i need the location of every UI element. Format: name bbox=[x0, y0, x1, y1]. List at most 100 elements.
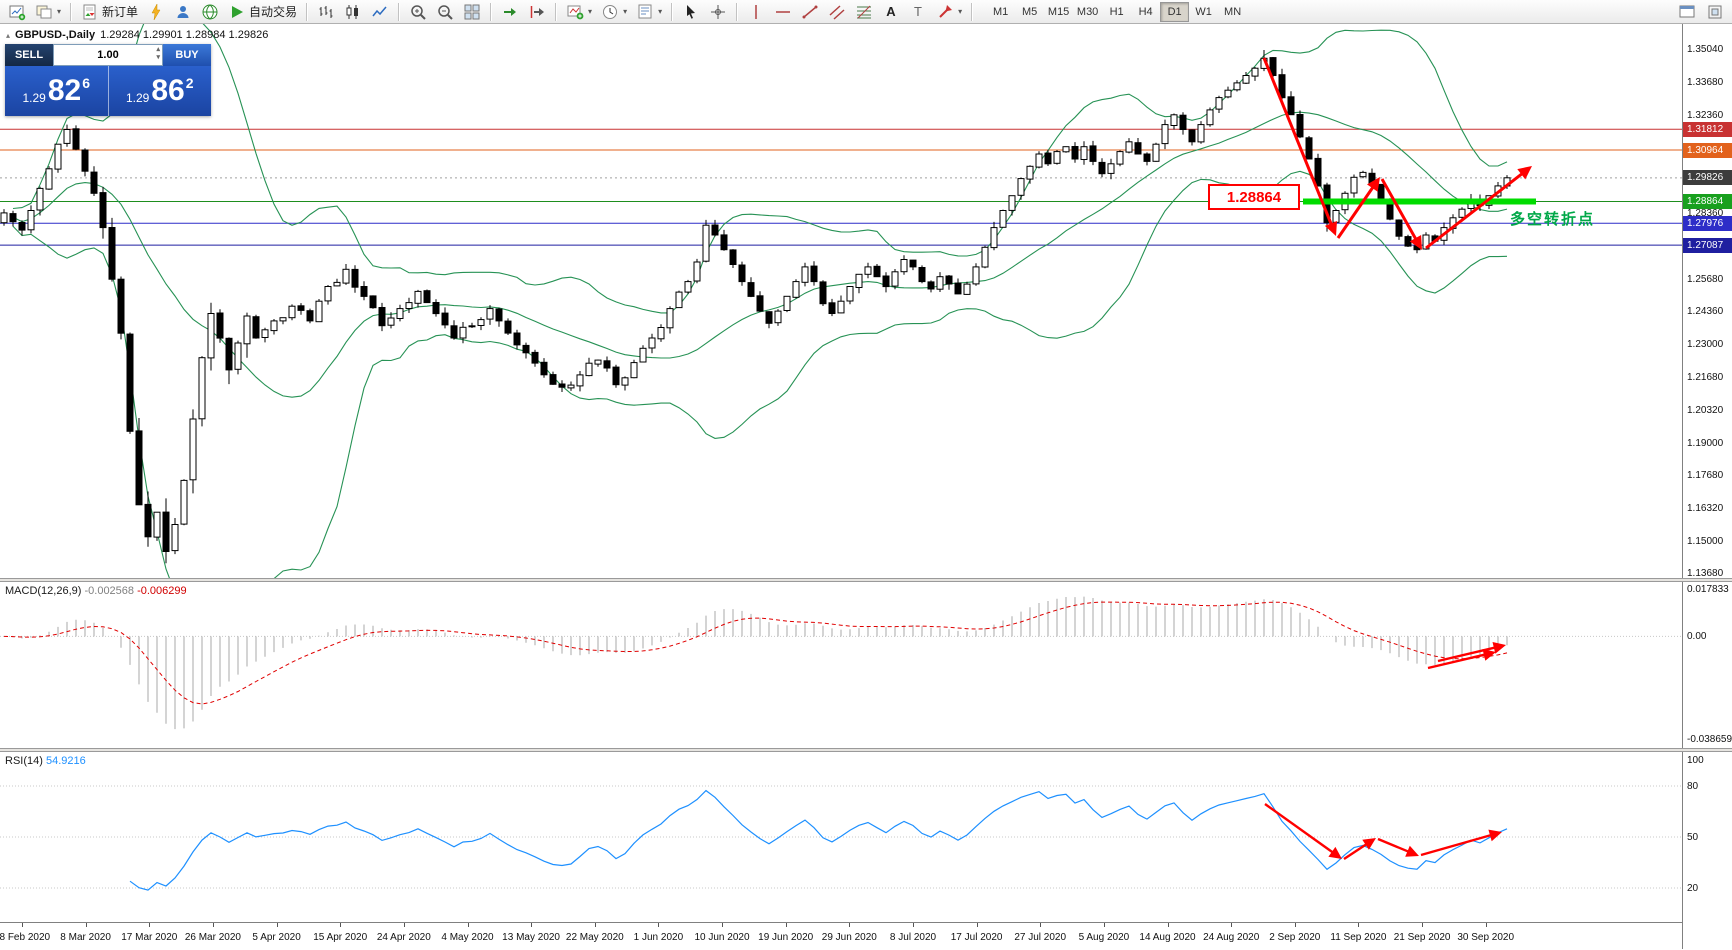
toolbar: ▾ 新订单 自动交易 ▾ ▾ ▾ A T ▾ M1 M5 M15 M30 H1 H4 D1 W1 MN bbox=[0, 0, 1732, 24]
price-tick-label: 1.24360 bbox=[1687, 306, 1724, 317]
zoom-out-button[interactable] bbox=[432, 1, 458, 23]
price-badge: 1.29826 bbox=[1683, 170, 1732, 186]
text-label-button[interactable]: T bbox=[905, 1, 931, 23]
price-tick-label: 1.19000 bbox=[1687, 437, 1724, 449]
timeframe-m1[interactable]: M1 bbox=[992, 5, 1009, 18]
time-axis[interactable]: 28 Feb 2020 8 Mar 2020 17 Mar 2020 26 Mar 2… bbox=[0, 922, 1682, 950]
new-order-button[interactable]: 新订单 bbox=[77, 1, 142, 23]
rsi-trend-arrows bbox=[1264, 803, 1502, 861]
indicators-button[interactable]: ▾ bbox=[562, 1, 596, 23]
zoom-in-button[interactable] bbox=[405, 1, 431, 23]
fullscreen-button[interactable] bbox=[1702, 1, 1728, 23]
one-click-collapse-icon[interactable]: ▴ bbox=[6, 30, 11, 40]
one-click-trading-panel: SELL 1.00 ▴ ▾ BUY 1.29 82 6 1.29 86 2 bbox=[5, 44, 211, 116]
horizontal-line-button[interactable] bbox=[770, 1, 796, 23]
market-button[interactable] bbox=[197, 1, 223, 23]
chevron-down-icon: ▾ bbox=[658, 7, 663, 16]
tile-windows-icon bbox=[463, 3, 481, 21]
signals-button[interactable] bbox=[143, 1, 169, 23]
autotrading-icon bbox=[228, 3, 246, 21]
price-badge: 1.30964 bbox=[1683, 142, 1732, 158]
vertical-line-button[interactable] bbox=[743, 1, 769, 23]
timeframe-m5[interactable]: M5 bbox=[1021, 5, 1038, 18]
date-label: 4 May 2020 bbox=[441, 932, 494, 943]
chart-bars-button[interactable] bbox=[313, 1, 339, 23]
support-level-price-label[interactable]: 1.28864 bbox=[1208, 184, 1300, 210]
auto-scroll-icon bbox=[501, 3, 519, 21]
sell-price-button[interactable]: 1.29 82 6 bbox=[5, 66, 108, 116]
sell-price-sup: 6 bbox=[82, 75, 91, 91]
price-chart-canvas[interactable] bbox=[0, 24, 1682, 578]
text-button[interactable]: A bbox=[878, 1, 904, 23]
panel-splitter[interactable] bbox=[0, 578, 1732, 582]
chevron-down-icon: ▾ bbox=[57, 7, 62, 16]
toolbar-separator bbox=[70, 2, 73, 21]
volume-spinner[interactable]: ▴ ▾ bbox=[156, 46, 160, 62]
new-order-icon bbox=[81, 3, 99, 21]
macd-canvas[interactable] bbox=[0, 582, 1682, 748]
equidistant-channel-button[interactable] bbox=[824, 1, 850, 23]
trendline-button[interactable] bbox=[797, 1, 823, 23]
macd-signal-value: -0.006299 bbox=[137, 585, 187, 597]
timeframe-group: M1 M5 M15 M30 H1 H4 D1 W1 MN bbox=[986, 1, 1247, 22]
chevron-down-icon: ▾ bbox=[623, 7, 628, 16]
community-icon bbox=[174, 3, 192, 21]
timeframe-w1[interactable]: W1 bbox=[1195, 5, 1212, 18]
rsi-axis-label: 80 bbox=[1687, 781, 1699, 792]
chart-line-button[interactable] bbox=[367, 1, 393, 23]
new-chart-button[interactable] bbox=[4, 1, 30, 23]
price-tick-label: 1.25680 bbox=[1687, 273, 1724, 285]
profiles-button[interactable]: ▾ bbox=[31, 1, 65, 23]
volume-up-icon[interactable]: ▴ bbox=[156, 46, 160, 53]
timeframe-m15[interactable]: M15 bbox=[1047, 5, 1070, 18]
toolbar-separator bbox=[398, 2, 401, 21]
date-label: 8 Mar 2020 bbox=[60, 932, 111, 943]
volume-field[interactable]: 1.00 ▴ ▾ bbox=[53, 44, 163, 66]
date-label: 2 Sep 2020 bbox=[1269, 932, 1321, 943]
arrows-button[interactable]: ▾ bbox=[932, 1, 966, 23]
crosshair-button[interactable] bbox=[705, 1, 731, 23]
macd-trend-arrows bbox=[1427, 642, 1506, 670]
timeframe-d1[interactable]: D1 bbox=[1160, 1, 1190, 22]
timeframe-mn[interactable]: MN bbox=[1224, 5, 1242, 18]
macd-main-value: -0.002568 bbox=[84, 585, 135, 597]
toolbar-separator bbox=[306, 2, 309, 21]
buy-price-button[interactable]: 1.29 86 2 bbox=[109, 66, 212, 116]
rsi-canvas[interactable] bbox=[0, 752, 1682, 922]
chart-shift-button[interactable] bbox=[524, 1, 550, 23]
time-tick bbox=[467, 923, 469, 927]
time-tick bbox=[531, 923, 533, 927]
sell-button[interactable]: SELL bbox=[5, 44, 53, 66]
price-axis[interactable]: 1.35040 1.33680 1.32360 1.31812 1.30964 1.298… bbox=[1682, 24, 1732, 949]
time-tick bbox=[1485, 923, 1487, 927]
price-tick-label: 1.35040 bbox=[1687, 44, 1724, 55]
fibonacci-button[interactable] bbox=[851, 1, 877, 23]
chevron-down-icon: ▾ bbox=[958, 7, 963, 16]
chart-candles-button[interactable] bbox=[340, 1, 366, 23]
timeframe-h4[interactable]: H4 bbox=[1138, 5, 1153, 18]
date-label: 13 May 2020 bbox=[502, 932, 561, 943]
trend-arrows bbox=[1262, 57, 1532, 250]
timeframe-h1[interactable]: H1 bbox=[1109, 5, 1124, 18]
date-label: 30 Sep 2020 bbox=[1457, 932, 1515, 943]
volume-down-icon[interactable]: ▾ bbox=[156, 54, 160, 61]
buy-button[interactable]: BUY bbox=[163, 44, 211, 66]
timeframe-m30[interactable]: M30 bbox=[1076, 5, 1099, 18]
community-button[interactable] bbox=[170, 1, 196, 23]
templates-button[interactable]: ▾ bbox=[632, 1, 666, 23]
auto-scroll-button[interactable] bbox=[497, 1, 523, 23]
autotrading-button[interactable]: 自动交易 bbox=[224, 1, 301, 23]
date-label: 24 Aug 2020 bbox=[1203, 932, 1260, 943]
rsi-axis-label: 20 bbox=[1687, 883, 1699, 894]
periods-button[interactable]: ▾ bbox=[597, 1, 631, 23]
time-tick bbox=[276, 923, 278, 927]
cursor-button[interactable] bbox=[678, 1, 704, 23]
panel-splitter[interactable] bbox=[0, 748, 1732, 752]
hline-icon bbox=[774, 3, 792, 21]
tile-windows-button[interactable] bbox=[459, 1, 485, 23]
date-label: 29 Jun 2020 bbox=[821, 932, 877, 943]
turning-point-note[interactable]: 多空转折点 bbox=[1510, 211, 1596, 228]
data-window-button[interactable] bbox=[1674, 1, 1700, 23]
chart-shift-icon bbox=[528, 3, 546, 21]
